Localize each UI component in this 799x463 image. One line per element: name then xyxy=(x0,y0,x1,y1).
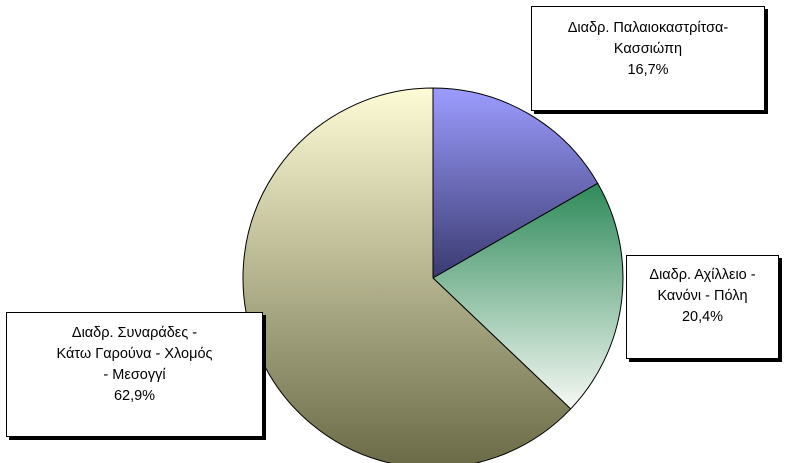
slice-value-label: 16,7% xyxy=(627,62,669,78)
slice-label-synarades: Διαδρ. Συναράδες - Κάτω Γαρούνα - Χλομός… xyxy=(6,312,263,437)
slice-label-line: Κάτω Γαρούνα - Χλομός xyxy=(56,346,213,362)
slice-label-line: Κασσιώπη xyxy=(613,41,683,57)
slice-label-line: Διαδρ. Συναράδες - xyxy=(71,325,198,341)
slice-label-line: - Μεσογγί xyxy=(103,367,166,383)
slice-value-label: 62,9% xyxy=(113,388,156,404)
slice-label-line: Κανόνι - Πόλη xyxy=(657,288,748,304)
slice-value-label: 20,4% xyxy=(681,309,724,325)
slice-label-line: Διαδρ. Παλαιοκαστρίτσα- xyxy=(567,20,729,36)
pie-slice xyxy=(432,182,624,410)
pie-slice xyxy=(432,87,599,279)
pie-slices xyxy=(242,87,624,463)
slice-label-line: Διαδρ. Αχίλλειο - xyxy=(649,267,756,283)
slice-label-palaiokastritsa: Διαδρ. Παλαιοκαστρίτσα- Κασσιώπη 16,7% xyxy=(531,6,765,111)
slice-label-achilleio: Διαδρ. Αχίλλειο - Κανόνι - Πόλη 20,4% xyxy=(626,255,779,359)
